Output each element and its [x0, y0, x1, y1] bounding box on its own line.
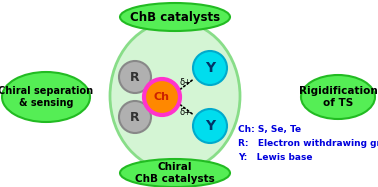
Text: Y: Y	[205, 119, 215, 133]
Ellipse shape	[120, 3, 230, 31]
Text: δ+: δ+	[179, 108, 191, 117]
Circle shape	[119, 61, 151, 93]
Circle shape	[193, 109, 227, 143]
Text: Chiral separation
& sensing: Chiral separation & sensing	[0, 86, 94, 108]
Ellipse shape	[120, 159, 230, 187]
Text: R:   Electron withdrawing group: R: Electron withdrawing group	[238, 139, 378, 148]
Circle shape	[119, 101, 151, 133]
Text: Ch: Ch	[154, 92, 170, 102]
Text: Rigidification
of TS: Rigidification of TS	[299, 86, 377, 108]
Ellipse shape	[110, 21, 240, 171]
Circle shape	[193, 51, 227, 85]
Text: Chiral
ChB catalysts: Chiral ChB catalysts	[135, 162, 215, 184]
Text: R: R	[130, 111, 140, 123]
Text: Ch: S, Se, Te: Ch: S, Se, Te	[238, 125, 301, 134]
Ellipse shape	[301, 75, 375, 119]
Ellipse shape	[2, 72, 90, 122]
Text: Y: Y	[205, 61, 215, 75]
Circle shape	[144, 79, 180, 115]
Text: R: R	[130, 70, 140, 84]
Text: δ+: δ+	[179, 77, 191, 87]
Text: Y:   Lewis base: Y: Lewis base	[238, 153, 313, 162]
Text: ChB catalysts: ChB catalysts	[130, 10, 220, 24]
